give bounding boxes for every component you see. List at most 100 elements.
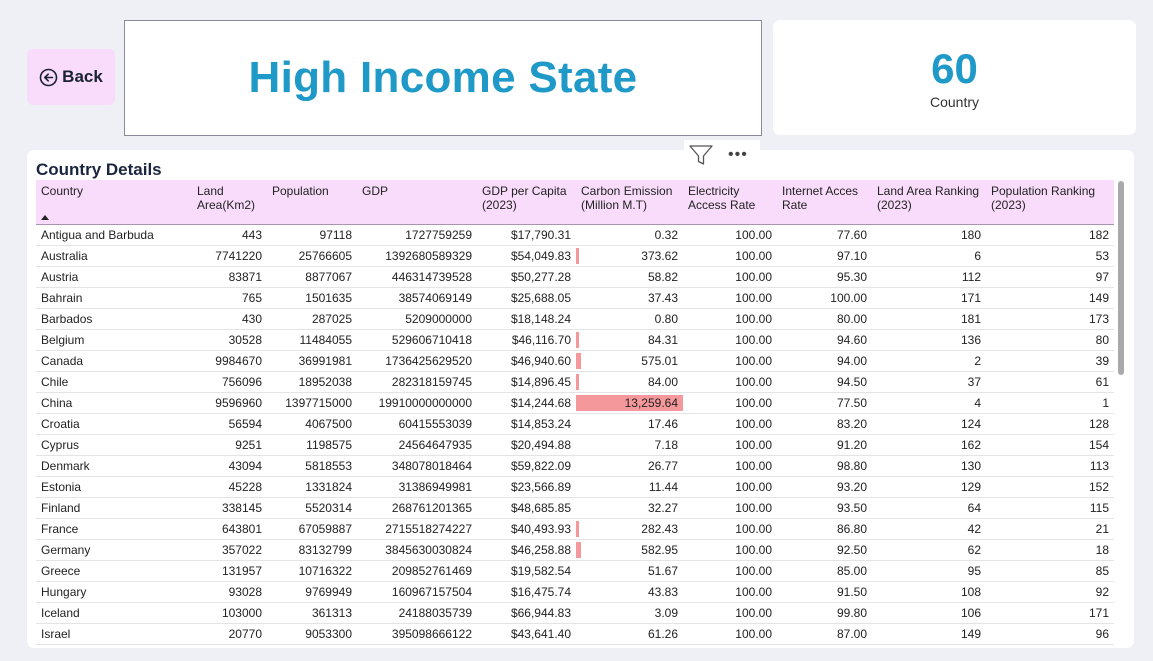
column-header[interactable]: Carbon Emission (Million M.T) bbox=[576, 180, 683, 225]
cell-value: 84.00 bbox=[647, 374, 678, 389]
table-cell: 87.00 bbox=[777, 623, 872, 645]
cell-value: Hungary bbox=[41, 584, 87, 599]
table-cell: $25,688.05 bbox=[477, 287, 576, 309]
table-cell: 100.00 bbox=[683, 371, 777, 393]
table-row[interactable]: Germany 357022 83132799 3845630030824 $46,25… bbox=[36, 539, 1114, 561]
back-button[interactable]: Back bbox=[27, 49, 115, 105]
table-cell: 100.00 bbox=[683, 581, 777, 603]
table-row[interactable]: Canada 9984670 36991981 1736425629520 $46,94… bbox=[36, 350, 1114, 372]
table-row[interactable]: Belgium 30528 11484055 529606710418 $46,116.… bbox=[36, 329, 1114, 351]
cell-value: 96 bbox=[1095, 626, 1109, 641]
vertical-scrollbar[interactable] bbox=[1118, 181, 1124, 375]
cell-value: 182 bbox=[1088, 227, 1109, 242]
filter-icon[interactable] bbox=[688, 143, 714, 167]
table-row[interactable]: Iceland 103000 361313 24188035739 $66,944.83… bbox=[36, 602, 1114, 624]
table-cell: $43,641.40 bbox=[477, 623, 576, 645]
table-cell: $19,582.54 bbox=[477, 560, 576, 582]
table-cell: Australia bbox=[36, 245, 192, 267]
cell-value: $40,493.93 bbox=[510, 521, 571, 536]
cell-value: 91.20 bbox=[836, 437, 867, 452]
cell-value: 30528 bbox=[228, 332, 262, 347]
column-header[interactable]: GDP per Capita (2023) bbox=[477, 180, 576, 225]
table-row[interactable]: Austria 83871 8877067 446314739528 $50,277.2… bbox=[36, 266, 1114, 288]
table-row[interactable]: Australia 7741220 25766605 1392680589329 $54… bbox=[36, 245, 1114, 267]
cell-value: 24188035739 bbox=[398, 605, 472, 620]
cell-value: $14,244.68 bbox=[510, 395, 571, 410]
table-cell: 1331824 bbox=[267, 476, 357, 498]
table-cell: 53 bbox=[986, 245, 1114, 267]
cell-value: Finland bbox=[41, 500, 81, 515]
table-row[interactable]: Bahrain 765 1501635 38574069149 $25,688.05 37… bbox=[36, 287, 1114, 309]
cell-value: 149 bbox=[1088, 290, 1109, 305]
cell-value: 11.44 bbox=[648, 479, 678, 494]
table-cell: 95 bbox=[872, 560, 986, 582]
cell-value: 62 bbox=[967, 542, 981, 557]
table-row[interactable]: Greece 131957 10716322 209852761469 $19,582.… bbox=[36, 560, 1114, 582]
table-cell: 1198575 bbox=[267, 434, 357, 456]
table-row[interactable]: Israel 20770 9053300 395098666122 $43,641.40… bbox=[36, 623, 1114, 645]
cell-value: 85.00 bbox=[836, 563, 867, 578]
table-cell: 154 bbox=[986, 434, 1114, 456]
cell-value: 94.60 bbox=[836, 332, 867, 347]
column-header[interactable]: Country bbox=[36, 180, 192, 225]
table-cell: $46,258.88 bbox=[477, 539, 576, 561]
table-row[interactable]: Antigua and Barbuda 443 97118 1727759259 $17… bbox=[36, 224, 1114, 246]
table-row[interactable]: Finland 338145 5520314 268761201365 $48,685.… bbox=[36, 497, 1114, 519]
cell-value: 7741220 bbox=[215, 248, 262, 263]
table-row[interactable]: France 643801 67059887 2715518274227 $40,493… bbox=[36, 518, 1114, 540]
cell-value: 32.27 bbox=[647, 500, 678, 515]
table-cell: 83132799 bbox=[267, 539, 357, 561]
column-header[interactable]: GDP bbox=[357, 180, 477, 225]
cell-value: 8877067 bbox=[305, 269, 352, 284]
table-cell: 4067500 bbox=[267, 413, 357, 435]
cell-value: 100.00 bbox=[735, 584, 772, 599]
table-cell: 86.80 bbox=[777, 518, 872, 540]
table-cell: 181 bbox=[872, 308, 986, 330]
table-cell: 18952038 bbox=[267, 371, 357, 393]
table-row[interactable]: Estonia 45228 1331824 31386949981 $23,566.89… bbox=[36, 476, 1114, 498]
column-header[interactable]: Land Area Ranking (2023) bbox=[872, 180, 986, 225]
table-cell: 9251 bbox=[192, 434, 267, 456]
table-cell: France bbox=[36, 518, 192, 540]
more-options-icon[interactable]: ••• bbox=[728, 146, 748, 163]
cell-value: 181 bbox=[960, 311, 981, 326]
cell-value: 80.00 bbox=[836, 311, 867, 326]
table-row[interactable]: Chile 756096 18952038 282318159745 $14,896.4… bbox=[36, 371, 1114, 393]
page-title: High Income State bbox=[248, 53, 638, 102]
cell-value: 1736425629520 bbox=[385, 353, 472, 368]
cell-value: Belgium bbox=[41, 332, 85, 347]
table-row[interactable]: Denmark 43094 5818553 348078018464 $59,822.0… bbox=[36, 455, 1114, 477]
cell-value: 100.00 bbox=[735, 269, 772, 284]
table-cell: $18,148.24 bbox=[477, 308, 576, 330]
column-header[interactable]: Population Ranking (2023) bbox=[986, 180, 1114, 225]
cell-value: 149 bbox=[960, 626, 981, 641]
table-cell: 58.82 bbox=[576, 266, 683, 288]
table-cell: 11484055 bbox=[267, 329, 357, 351]
table-cell: 83.20 bbox=[777, 413, 872, 435]
table-cell: Denmark bbox=[36, 455, 192, 477]
table-cell: 67059887 bbox=[267, 518, 357, 540]
table-cell: 173 bbox=[986, 308, 1114, 330]
cell-value: $20,494.88 bbox=[510, 437, 571, 452]
table-row[interactable]: Hungary 93028 9769949 160967157504 $16,475.7… bbox=[36, 581, 1114, 603]
column-header[interactable]: Land Area(Km2) bbox=[192, 180, 267, 225]
cell-value: 95.30 bbox=[836, 269, 867, 284]
table-row[interactable]: Croatia 56594 4067500 60415553039 $14,853.24… bbox=[36, 413, 1114, 435]
table-cell: $14,853.24 bbox=[477, 413, 576, 435]
table-cell: $46,940.60 bbox=[477, 350, 576, 372]
table-row[interactable]: China 9596960 1397715000 19910000000000 $14,… bbox=[36, 392, 1114, 414]
table-row[interactable]: Cyprus 9251 1198575 24564647935 $20,494.88 7.… bbox=[36, 434, 1114, 456]
column-header[interactable]: Electricity Access Rate bbox=[683, 180, 777, 225]
cell-value: $50,277.28 bbox=[510, 269, 571, 284]
table-cell: 97 bbox=[986, 266, 1114, 288]
column-header[interactable]: Population bbox=[267, 180, 357, 225]
cell-value: 100.00 bbox=[735, 542, 772, 557]
table-cell: 1397715000 bbox=[267, 392, 357, 414]
cell-value: 152 bbox=[1088, 479, 1109, 494]
table-cell: $59,822.09 bbox=[477, 455, 576, 477]
table-row[interactable]: Barbados 430 287025 5209000000 $18,148.24 0.8… bbox=[36, 308, 1114, 330]
table-cell: 98.80 bbox=[777, 455, 872, 477]
column-header[interactable]: Internet Acces Rate bbox=[777, 180, 872, 225]
cell-value: 9769949 bbox=[305, 584, 352, 599]
table-cell: 446314739528 bbox=[357, 266, 477, 288]
